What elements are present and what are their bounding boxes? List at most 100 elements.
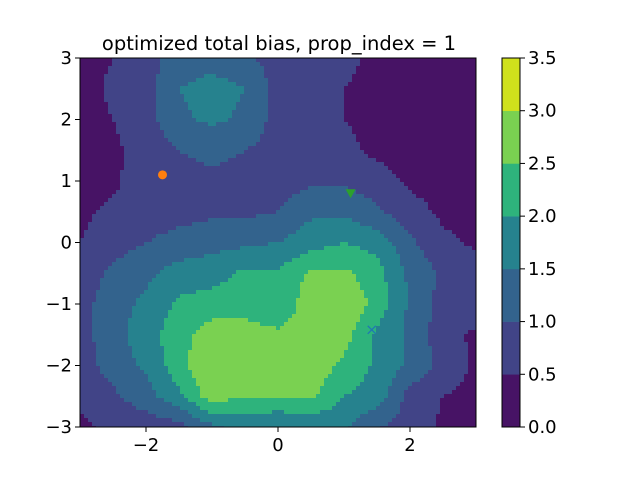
contour-cell — [220, 270, 225, 275]
contour-cell — [88, 334, 93, 339]
contour-cell — [140, 222, 145, 227]
contour-cell — [228, 378, 233, 383]
contour-cell — [216, 406, 221, 411]
contour-cell — [200, 386, 205, 391]
contour-cell — [84, 402, 89, 407]
contour-cell — [144, 290, 149, 295]
contour-cell — [168, 346, 173, 351]
contour-cell — [84, 366, 89, 371]
contour-cell — [156, 366, 161, 371]
contour-cell — [232, 414, 237, 419]
contour-cell — [156, 254, 161, 259]
contour-cell — [252, 110, 257, 115]
contour-cell — [132, 158, 137, 163]
contour-cell — [180, 346, 185, 351]
contour-cell — [108, 402, 113, 407]
contour-cell — [152, 162, 157, 167]
contour-cell — [156, 262, 161, 267]
contour-cell — [128, 306, 133, 311]
contour-cell — [260, 130, 265, 135]
contour-cell — [128, 142, 133, 147]
contour-cell — [108, 306, 113, 311]
contour-cell — [264, 142, 269, 147]
contour-cell — [292, 246, 297, 251]
contour-cell — [136, 274, 141, 279]
contour-cell — [112, 398, 117, 403]
contour-cell — [156, 402, 161, 407]
contour-cell — [292, 158, 297, 163]
contour-cell — [180, 274, 185, 279]
contour-cell — [140, 282, 145, 287]
contour-cell — [224, 206, 229, 211]
contour-cell — [252, 190, 257, 195]
contour-cell — [276, 70, 281, 75]
contour-cell — [180, 114, 185, 119]
contour-cell — [168, 118, 173, 123]
contour-cell — [228, 154, 233, 159]
contour-cell — [292, 106, 297, 111]
contour-cell — [180, 126, 185, 131]
contour-cell — [284, 182, 289, 187]
contour-cell — [148, 278, 153, 283]
contour-cell — [224, 74, 229, 79]
contour-cell — [80, 370, 85, 375]
contour-cell — [184, 422, 189, 427]
contour-cell — [208, 198, 213, 203]
contour-cell — [260, 166, 265, 171]
contour-cell — [156, 118, 161, 123]
contour-cell — [124, 178, 129, 183]
contour-cell — [256, 374, 261, 379]
contour-cell — [88, 358, 93, 363]
contour-cell — [136, 150, 141, 155]
contour-cell — [88, 290, 93, 295]
contour-cell — [284, 302, 289, 307]
contour-cell — [264, 222, 269, 227]
contour-cell — [144, 350, 149, 355]
contour-cell — [148, 334, 153, 339]
contour-cell — [196, 102, 201, 107]
contour-cell — [176, 310, 181, 315]
contour-cell — [156, 306, 161, 311]
contour-cell — [96, 202, 101, 207]
contour-cell — [172, 362, 177, 367]
contour-cell — [272, 270, 277, 275]
contour-cell — [188, 394, 193, 399]
contour-cell — [252, 174, 257, 179]
contour-cell — [284, 106, 289, 111]
contour-cell — [144, 386, 149, 391]
contour-cell — [236, 114, 241, 119]
contour-cell — [208, 410, 213, 415]
contour-cell — [136, 278, 141, 283]
contour-cell — [228, 338, 233, 343]
contour-cell — [288, 106, 293, 111]
contour-cell — [92, 66, 97, 71]
contour-cell — [240, 418, 245, 423]
contour-cell — [192, 154, 197, 159]
contour-cell — [112, 378, 117, 383]
contour-cell — [124, 162, 129, 167]
contour-cell — [252, 274, 257, 279]
contour-cell — [112, 74, 117, 79]
contour-cell — [112, 70, 117, 75]
contour-cell — [128, 158, 133, 163]
contour-cell — [136, 314, 141, 319]
contour-cell — [164, 194, 169, 199]
contour-cell — [184, 106, 189, 111]
contour-cell — [144, 422, 149, 427]
contour-cell — [168, 126, 173, 131]
contour-cell — [136, 398, 141, 403]
contour-cell — [220, 102, 225, 107]
contour-cell — [280, 306, 285, 311]
contour-cell — [108, 294, 113, 299]
contour-cell — [156, 98, 161, 103]
contour-cell — [292, 150, 297, 155]
contour-cell — [288, 258, 293, 263]
contour-cell — [256, 226, 261, 231]
contour-cell — [180, 342, 185, 347]
contour-cell — [144, 274, 149, 279]
contour-cell — [172, 246, 177, 251]
contour-cell — [276, 150, 281, 155]
contour-cell — [148, 394, 153, 399]
contour-cell — [268, 414, 273, 419]
contour-cell — [148, 142, 153, 147]
